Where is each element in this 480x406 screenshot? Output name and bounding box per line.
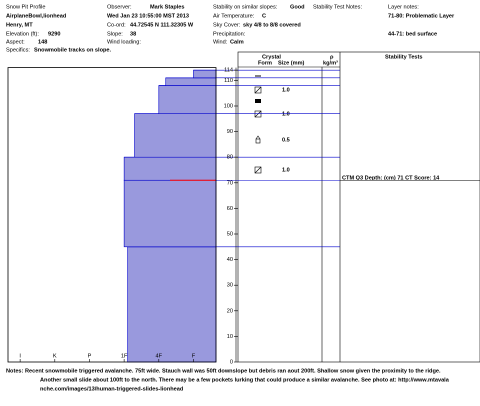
x-tick-label: K <box>53 353 57 359</box>
note: Notes: Recent snowmobile triggered avala… <box>6 368 441 374</box>
header: Crystal <box>262 54 281 60</box>
layer-bar <box>165 77 217 86</box>
label: Wind: <box>213 39 228 45</box>
layer-bar <box>193 69 217 79</box>
plot-border <box>7 67 217 363</box>
x-tick-label: 4F <box>156 353 163 359</box>
layer-bar <box>127 246 217 363</box>
x-tick-label: 1F <box>121 353 128 359</box>
header: Form <box>258 60 272 66</box>
y-tick-label: 110 <box>224 78 233 84</box>
header: kg/m³ <box>323 59 338 66</box>
size: 1.0 <box>282 87 290 93</box>
layer-note: 71-80: Problematic Layer <box>388 13 455 19</box>
label: Precipitation: <box>213 31 246 37</box>
datetime: Wed Jan 23 10:55:00 MST 2013 <box>107 13 189 19</box>
value: 148 <box>38 39 47 45</box>
label: Layer notes: <box>388 4 419 10</box>
layer-bar <box>158 85 217 114</box>
y-tick-label: 60 <box>227 206 233 212</box>
label: Aspect: <box>6 39 25 45</box>
y-tick-label: 90 <box>227 129 233 135</box>
layer-note: 44-71: bed surface <box>388 31 437 37</box>
region: Henry, MT <box>6 22 33 28</box>
label: Elevation (ft): <box>6 31 39 37</box>
table-border <box>237 51 480 363</box>
value: Mark Staples <box>150 4 185 10</box>
value: Good <box>290 4 305 10</box>
label: Slope: <box>107 31 123 37</box>
header: Snow Pit Profile AirplaneBowl,lionhead H… <box>6 4 455 53</box>
value: 9290 <box>48 31 60 37</box>
label: Specifics: <box>6 47 30 53</box>
y-tick-label: 50 <box>227 231 233 237</box>
label: Air Temperature: <box>213 13 255 19</box>
hardness-profile: 0 10 20 30 40 50 60 70 80 90 100 110 114 I K P 1F 4F F <box>7 67 480 365</box>
note: Another small slide about 100ft to the n… <box>40 377 450 383</box>
label: Stability on similar slopes: <box>213 4 278 10</box>
label: Wind loading: <box>107 39 141 45</box>
form-symbol <box>254 86 262 94</box>
size: 0.5 <box>282 137 290 143</box>
site: AirplaneBowl,lionhead <box>6 13 67 19</box>
layer-bar <box>123 156 217 181</box>
y-tick-label: 0 <box>230 359 233 365</box>
y-tick-label: 30 <box>227 283 233 289</box>
layer-bar <box>134 113 217 158</box>
label: Co-ord: <box>107 22 126 28</box>
value: Calm <box>230 39 244 45</box>
title: Snow Pit Profile <box>6 4 45 10</box>
y-tick-label: 114 <box>224 68 233 74</box>
y-tick-label: 20 <box>227 308 233 314</box>
header: Stability Tests <box>385 54 423 60</box>
size: 1.0 <box>282 167 290 173</box>
form-symbol <box>254 166 262 174</box>
x-tick-label: I <box>19 353 21 359</box>
y-tick-label: 100 <box>224 103 233 109</box>
value: 44.72545 N 111.32305 W <box>130 22 194 28</box>
label: Sky Cover: <box>213 22 241 28</box>
label: Stability Test Notes: <box>313 4 362 10</box>
form-symbol <box>255 99 261 103</box>
header: Size (mm) <box>278 60 305 66</box>
x-tick-label: F <box>192 353 196 359</box>
value: 38 <box>130 31 136 37</box>
value: sky 4/8 to 8/8 covered <box>243 22 301 28</box>
test-result: CTM Q3 Depth: (cm) 71 CT Score: 14 <box>342 175 440 181</box>
value: C <box>262 13 266 19</box>
notes: Notes: Recent snowmobile triggered avala… <box>6 368 450 392</box>
label: Observer: <box>107 4 132 10</box>
y-tick-label: 10 <box>227 334 233 340</box>
size: 1.0 <box>282 111 290 117</box>
header: ρ <box>330 54 334 60</box>
y-tick-label: 40 <box>227 257 233 263</box>
layer-bar <box>123 179 217 248</box>
form-symbol <box>254 110 262 118</box>
note: nche.com/images/13/human-triggered-slide… <box>40 386 184 392</box>
y-tick-label: 80 <box>227 155 233 161</box>
crystal-table: Crystal ρ Form Size (mm) kg/m³ Stability… <box>237 51 480 363</box>
value: Snowmobile tracks on slope. <box>34 47 112 53</box>
x-tick-label: P <box>88 353 92 359</box>
y-tick-label: 70 <box>227 180 233 186</box>
form-symbol <box>255 135 261 144</box>
